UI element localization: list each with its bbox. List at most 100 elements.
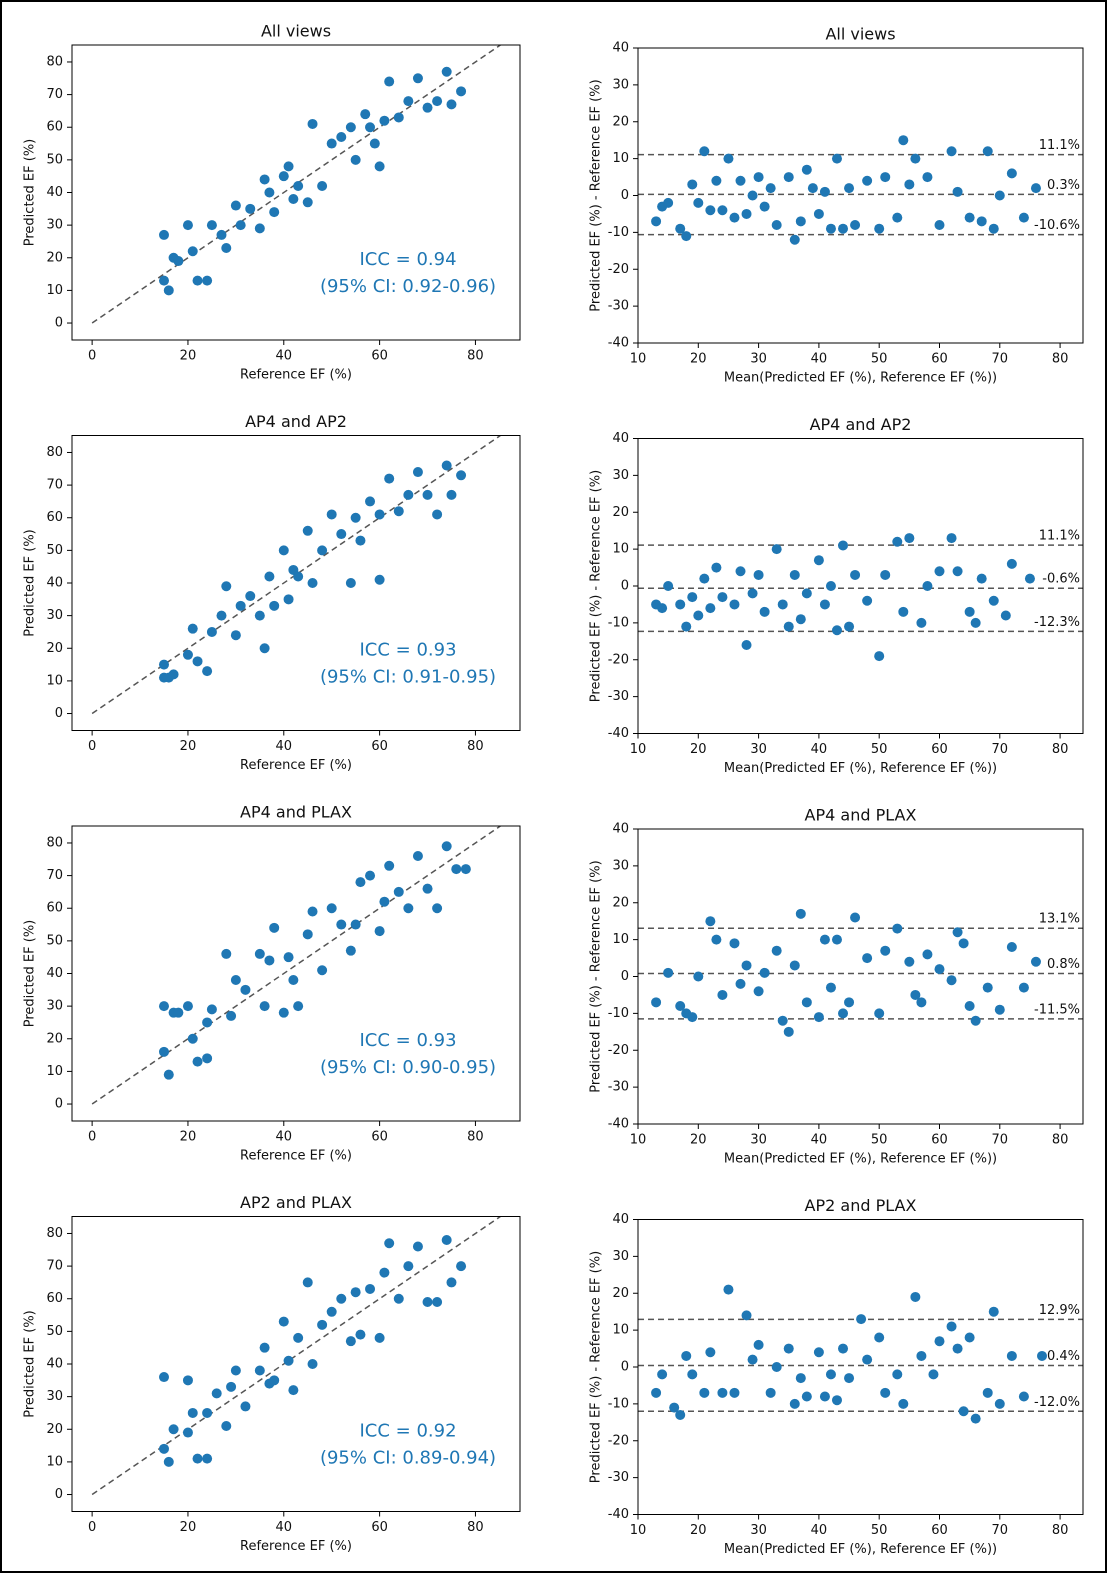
point (789, 960, 800, 971)
point (675, 223, 686, 234)
x-tick-label: 40 (811, 742, 828, 757)
y-tick-label: 20 (46, 641, 63, 656)
point (892, 1369, 903, 1380)
point (302, 929, 313, 940)
point (369, 138, 380, 149)
point (412, 851, 423, 862)
y-tick-label: 0 (621, 1360, 629, 1375)
point (844, 183, 855, 194)
point (994, 190, 1005, 201)
point (374, 926, 385, 937)
y-tick-label: -10 (608, 225, 629, 240)
point (952, 1343, 963, 1354)
point (880, 945, 891, 956)
point (795, 1373, 806, 1384)
point (1036, 1350, 1047, 1361)
x-tick-label: 10 (630, 742, 647, 757)
annotation: ICC = 0.92 (359, 1421, 456, 1442)
x-tick-label: 20 (690, 1133, 707, 1148)
x-tick-label: 0 (88, 349, 96, 364)
point (898, 135, 909, 146)
y-tick-label: 50 (46, 933, 63, 948)
point (904, 956, 915, 967)
point (317, 1319, 328, 1330)
y-tick-label: 0 (621, 579, 629, 594)
x-tick-label: 40 (811, 1523, 828, 1538)
point (441, 1234, 452, 1245)
point (789, 569, 800, 580)
point (964, 212, 975, 223)
point (970, 1413, 981, 1424)
y-tick-label: 60 (46, 510, 63, 525)
point (675, 599, 686, 610)
y-axis-label: Predicted EF (%) - Reference EF (%) (589, 79, 604, 311)
point (669, 1402, 680, 1413)
point (946, 1321, 957, 1332)
point (771, 945, 782, 956)
point (187, 1033, 198, 1044)
point (717, 592, 728, 603)
point (168, 669, 179, 680)
point (269, 207, 280, 218)
point (831, 153, 842, 164)
y-tick-label: 30 (612, 468, 629, 483)
point (916, 1350, 927, 1361)
identity-line (91, 826, 502, 1105)
point (729, 599, 740, 610)
point (206, 1004, 217, 1015)
point (451, 864, 462, 875)
identity-line (91, 1216, 502, 1496)
point (278, 1316, 289, 1327)
point (922, 581, 933, 591)
point (777, 1015, 788, 1026)
point (801, 164, 812, 175)
point (326, 138, 337, 149)
point (759, 201, 770, 212)
point (831, 934, 842, 945)
point (441, 841, 452, 852)
point (1024, 573, 1035, 584)
point (365, 1283, 376, 1294)
point (163, 285, 174, 296)
chart-title: All views (261, 22, 331, 41)
point (432, 1296, 443, 1307)
y-tick-label: -20 (608, 1433, 629, 1448)
point (350, 512, 361, 523)
y-tick-label: 10 (46, 673, 63, 688)
x-tick-label: 30 (750, 1133, 767, 1148)
point (216, 229, 227, 240)
y-axis-label: Predicted EF (%) - Reference EF (%) (589, 470, 604, 702)
point (211, 1388, 222, 1399)
y-tick-label: 20 (612, 114, 629, 129)
y-tick-label: 30 (612, 858, 629, 873)
y-tick-label: 40 (612, 822, 629, 837)
point (795, 614, 806, 625)
point (441, 460, 452, 471)
reference-label: -10.6% (1034, 218, 1080, 233)
x-tick-label: 0 (88, 1130, 96, 1145)
point (240, 1401, 251, 1412)
point (1018, 982, 1029, 993)
point (283, 161, 294, 172)
identity-line (91, 45, 502, 324)
point (952, 186, 963, 197)
y-tick-label: 10 (46, 1454, 63, 1469)
point (393, 1293, 404, 1304)
point (221, 1421, 232, 1432)
point (230, 1365, 241, 1376)
point (374, 1332, 385, 1343)
point (699, 573, 710, 584)
point (729, 1387, 740, 1398)
annotation: ICC = 0.94 (359, 249, 456, 270)
point (278, 545, 289, 556)
point (976, 216, 987, 227)
y-tick-label: 40 (46, 966, 63, 981)
x-tick-label: 20 (180, 1130, 197, 1145)
point (355, 1329, 366, 1340)
reference-label: 11.1% (1039, 138, 1080, 153)
point (187, 246, 198, 257)
point (880, 1387, 891, 1398)
axes-frame (71, 1216, 521, 1512)
reference-label: -0.6% (1042, 572, 1080, 587)
